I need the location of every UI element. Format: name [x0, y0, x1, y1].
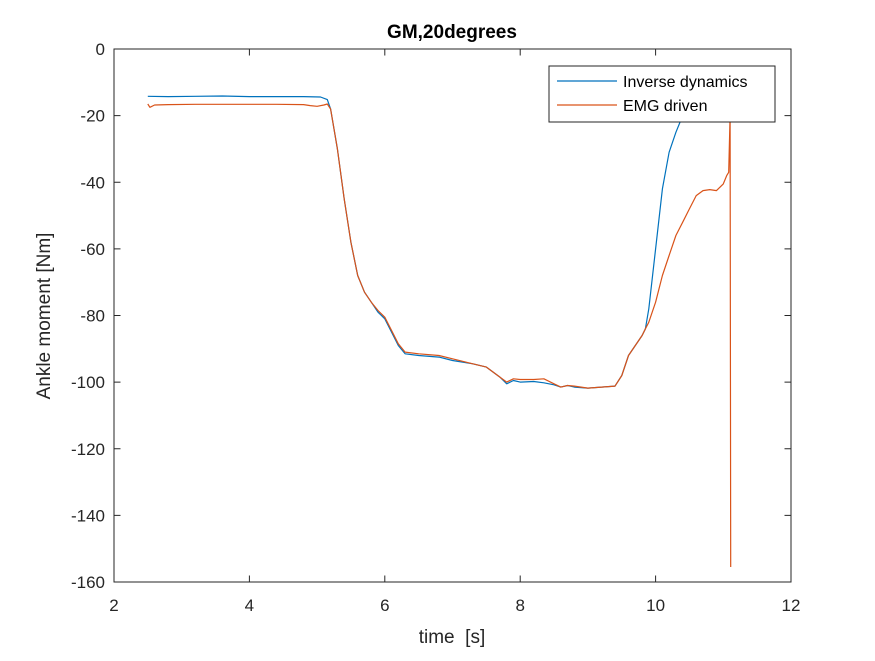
legend-label-inverse-dynamics: Inverse dynamics: [623, 74, 748, 91]
x-tick-label: 12: [782, 596, 801, 615]
x-tick-label: 10: [646, 596, 665, 615]
x-tick-label: 8: [515, 596, 524, 615]
x-axis-label: time [s]: [419, 627, 486, 648]
y-tick-label: -80: [80, 307, 105, 326]
y-tick-label: 0: [96, 40, 105, 59]
series-layer: [147, 95, 732, 568]
y-tick-label: -160: [71, 573, 105, 592]
plot-area: [113, 48, 792, 583]
y-tick-label: -20: [80, 107, 105, 126]
series-line-emg-driven: [147, 103, 732, 568]
y-tick-label: -60: [80, 240, 105, 259]
x-tick-label: 2: [109, 596, 118, 615]
y-tick-label: -40: [80, 173, 105, 192]
x-tick-label: 4: [245, 596, 254, 615]
chart-title: GM,20degrees: [387, 22, 517, 43]
x-tick-label: 6: [380, 596, 389, 615]
legend: Inverse dynamics EMG driven: [548, 65, 776, 123]
y-axis-label: Ankle moment [Nm]: [34, 233, 55, 400]
legend-label-emg-driven: EMG driven: [623, 98, 707, 115]
y-tick-label: -100: [71, 373, 105, 392]
legend-box: [548, 65, 776, 123]
y-tick-label: -120: [71, 440, 105, 459]
tick-layer: 2 4 6 8 10 12 0 -20 -40 -60 -80 -100 -120 -140 -160: [71, 40, 800, 615]
y-tick-label: -140: [71, 506, 105, 525]
